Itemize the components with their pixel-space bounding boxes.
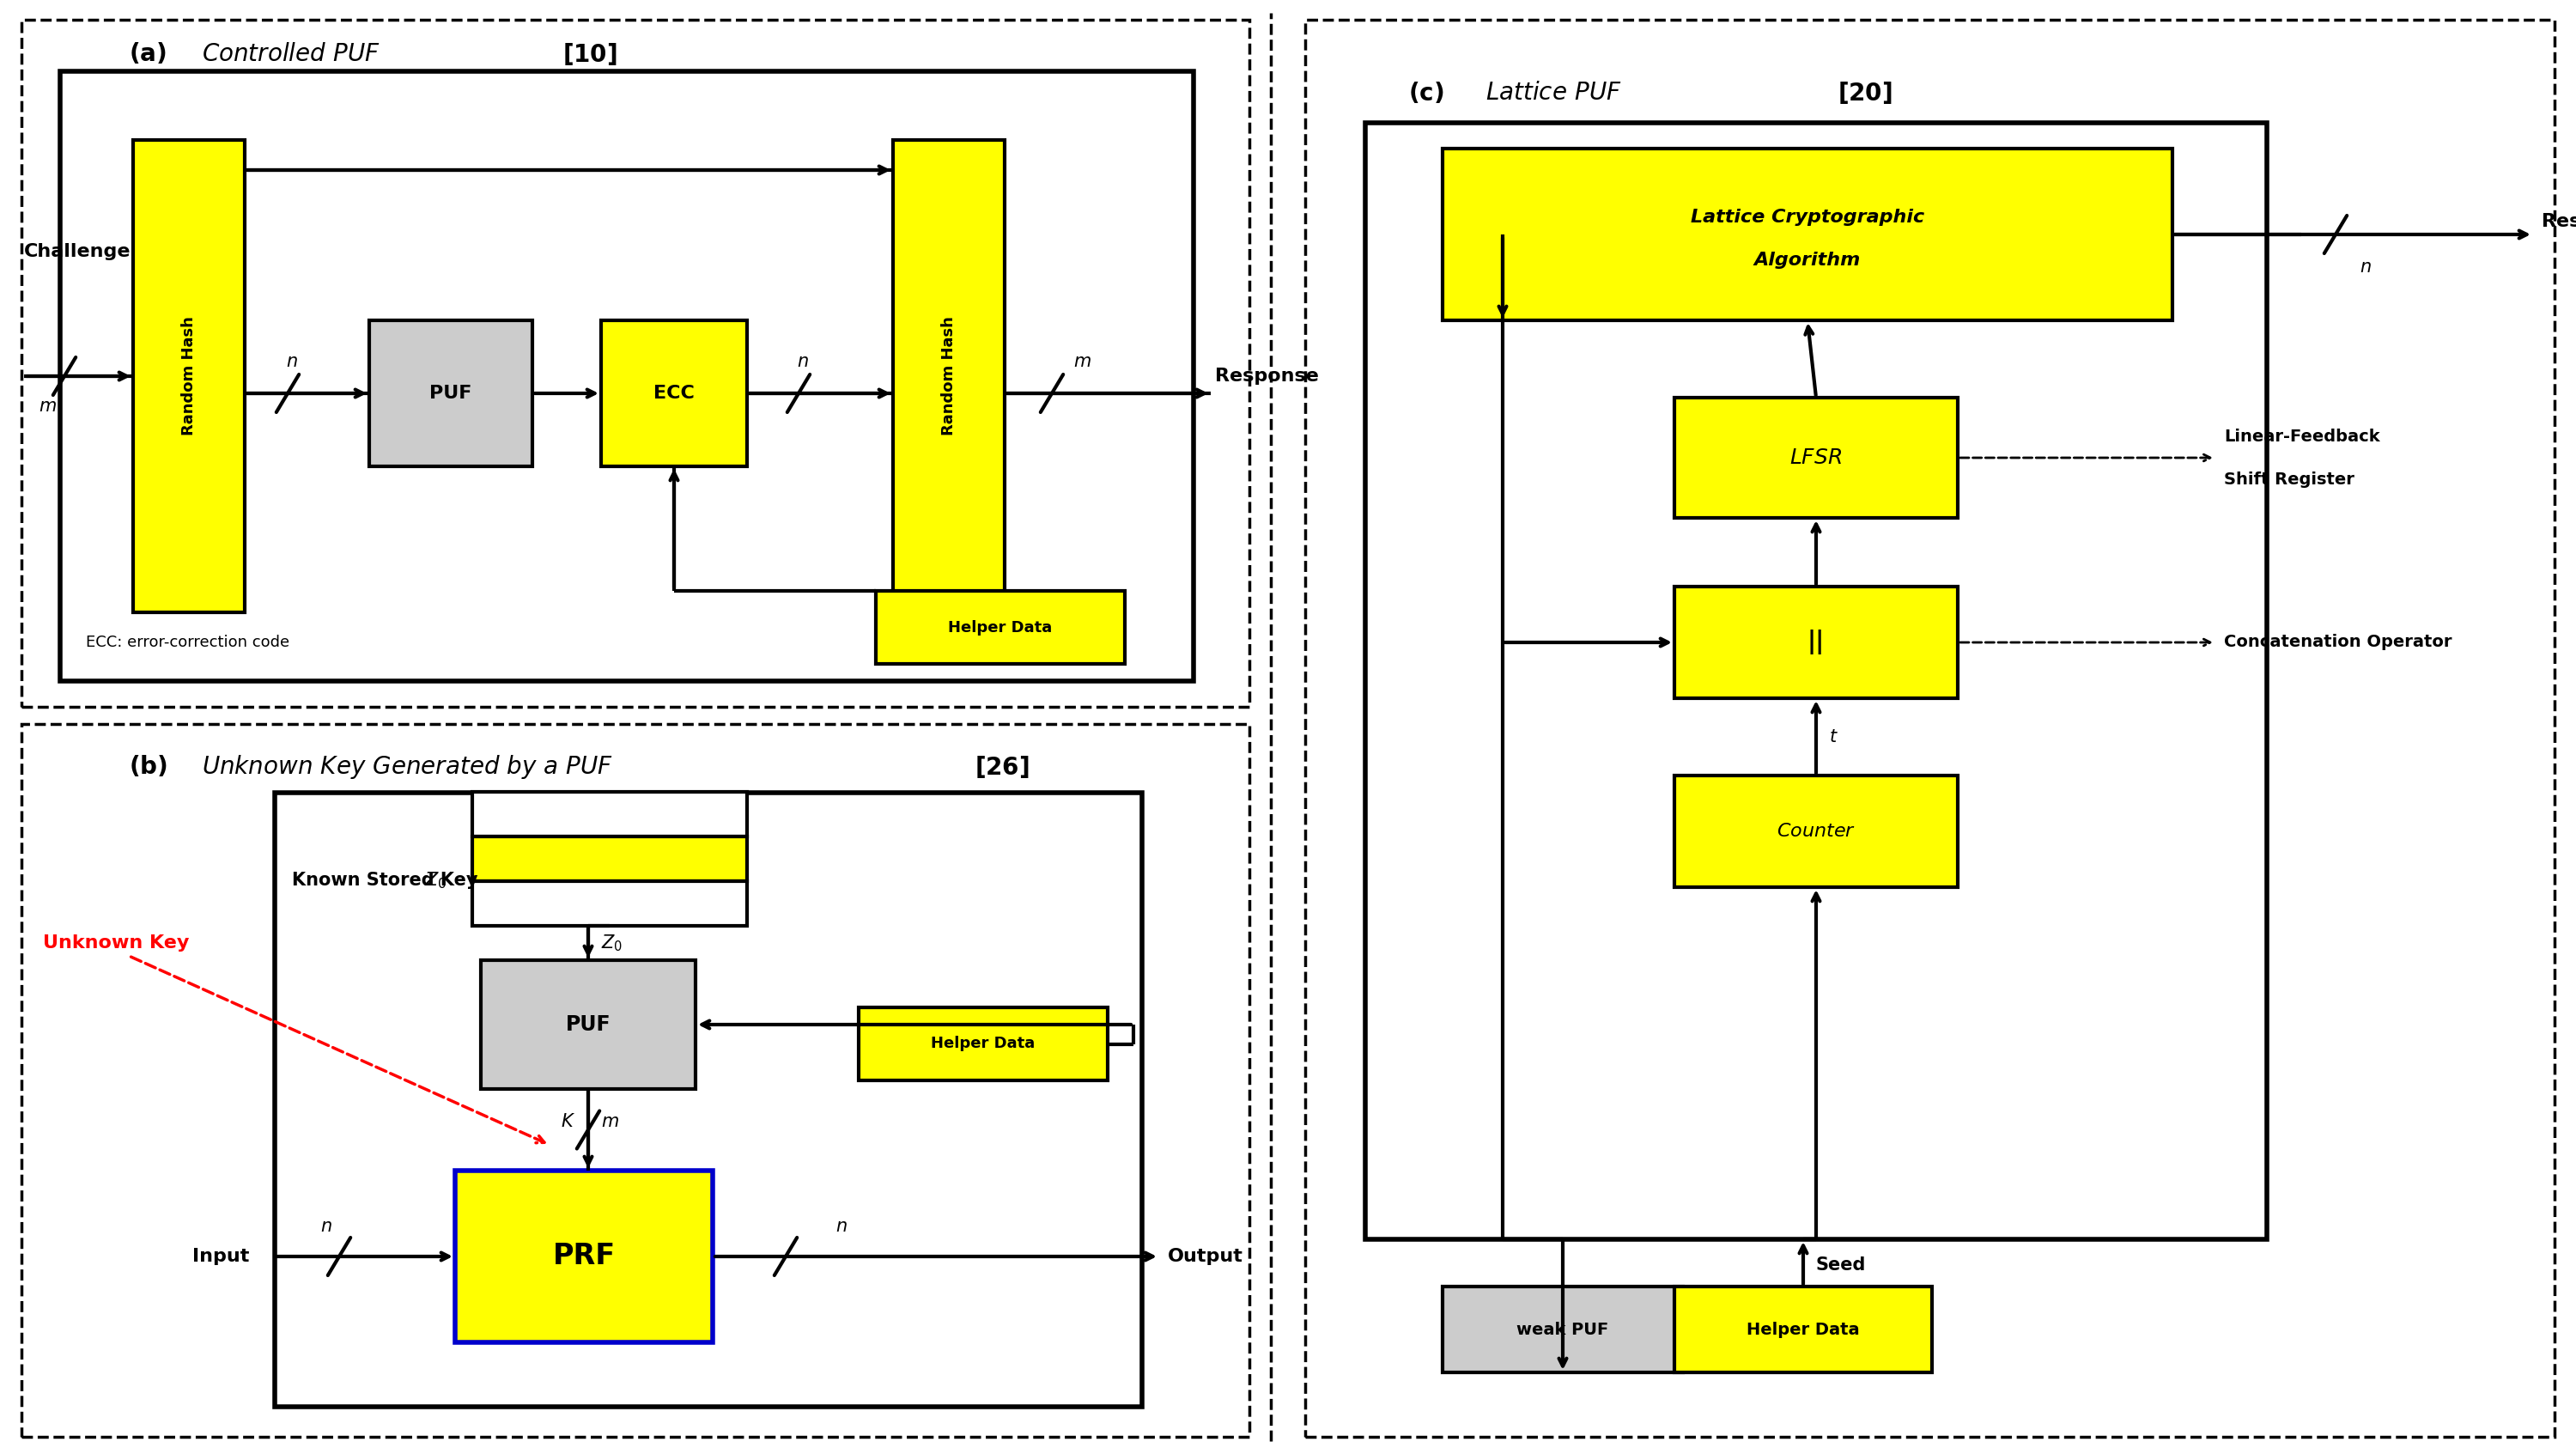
Text: PUF: PUF [567, 1015, 611, 1035]
Text: $\mathbf{(b)}$: $\mathbf{(b)}$ [129, 755, 167, 779]
Bar [456, 1170, 714, 1342]
Text: Challenge: Challenge [23, 243, 131, 260]
Text: $m$: $m$ [600, 1112, 618, 1130]
Text: $\it{Controlled\ PUF}$: $\it{Controlled\ PUF}$ [201, 42, 381, 65]
Text: $Z_0$: $Z_0$ [425, 869, 446, 890]
Text: Known Stored Key: Known Stored Key [291, 872, 479, 888]
Text: $\mathbf{(c)}$: $\mathbf{(c)}$ [1409, 80, 1445, 105]
Bar [1443, 1287, 1682, 1373]
Bar [471, 836, 747, 881]
Bar [876, 590, 1126, 664]
Text: Algorithm: Algorithm [1754, 252, 1860, 269]
Bar [368, 320, 533, 467]
Text: $\it{LFSR}$: $\it{LFSR}$ [1790, 448, 1842, 468]
Bar [1674, 586, 1958, 698]
Bar [134, 140, 245, 612]
Bar [894, 140, 1005, 612]
Text: PUF: PUF [430, 385, 471, 401]
Bar [1365, 122, 2267, 1239]
Bar [59, 71, 1193, 680]
Text: $n$: $n$ [319, 1218, 332, 1234]
Bar [600, 320, 747, 467]
Text: $t$: $t$ [1829, 728, 1839, 746]
Text: $n$: $n$ [286, 353, 299, 371]
Text: Helper Data: Helper Data [948, 619, 1054, 635]
Text: Response: Response [2543, 212, 2576, 230]
Text: Output: Output [1167, 1248, 1244, 1265]
Text: $K$: $K$ [562, 1112, 574, 1130]
Text: $\mathbf{(a)}$: $\mathbf{(a)}$ [129, 42, 167, 67]
Text: $\mathbf{[10]}$: $\mathbf{[10]}$ [562, 41, 618, 67]
Text: Random Hash: Random Hash [180, 317, 196, 436]
Text: Unknown Key: Unknown Key [44, 935, 188, 951]
Text: PRF: PRF [551, 1242, 616, 1271]
Text: Concatenation Operator: Concatenation Operator [2223, 634, 2452, 650]
Text: $\it{Unknown\ Key\ Generated\ by\ a\ PUF}$: $\it{Unknown\ Key\ Generated\ by\ a\ PUF… [201, 753, 613, 781]
Text: Response: Response [1216, 368, 1319, 385]
Text: Lattice Cryptographic: Lattice Cryptographic [1690, 209, 1924, 225]
Bar [1674, 1287, 1932, 1373]
Text: $Z_0$: $Z_0$ [600, 933, 623, 954]
Text: Linear-Feedback: Linear-Feedback [2223, 427, 2380, 445]
Bar [21, 20, 1249, 707]
Text: $m$: $m$ [1074, 353, 1090, 371]
Text: ECC: error-correction code: ECC: error-correction code [85, 635, 289, 650]
Bar [1674, 775, 1958, 887]
Text: Seed: Seed [1816, 1256, 1865, 1274]
Bar [482, 960, 696, 1089]
Text: $m$: $m$ [39, 397, 57, 414]
Bar [471, 792, 747, 836]
Text: ECC: ECC [654, 385, 696, 401]
Bar [1674, 397, 1958, 518]
Text: Input: Input [193, 1248, 250, 1265]
Text: Helper Data: Helper Data [930, 1037, 1036, 1051]
Bar [1306, 20, 2555, 1437]
Bar [858, 1008, 1108, 1080]
Text: Helper Data: Helper Data [1747, 1322, 1860, 1338]
Text: $\mathbf{[20]}$: $\mathbf{[20]}$ [1837, 80, 1893, 106]
Text: $n$: $n$ [835, 1218, 848, 1234]
Text: Random Hash: Random Hash [940, 317, 956, 436]
Text: Shift Register: Shift Register [2223, 471, 2354, 487]
Bar [21, 724, 1249, 1437]
Text: ||: || [1808, 630, 1824, 654]
Text: $\it{Counter}$: $\it{Counter}$ [1777, 823, 1855, 840]
Text: weak PUF: weak PUF [1517, 1322, 1610, 1338]
Text: $n$: $n$ [796, 353, 809, 371]
Bar [1443, 148, 2172, 320]
Bar [276, 792, 1141, 1407]
Text: $\mathbf{[26]}$: $\mathbf{[26]}$ [974, 755, 1030, 779]
Bar [471, 881, 747, 926]
Text: $\it{Lattice\ PUF}$: $\it{Lattice\ PUF}$ [1486, 81, 1623, 105]
Text: $n$: $n$ [2360, 259, 2372, 276]
